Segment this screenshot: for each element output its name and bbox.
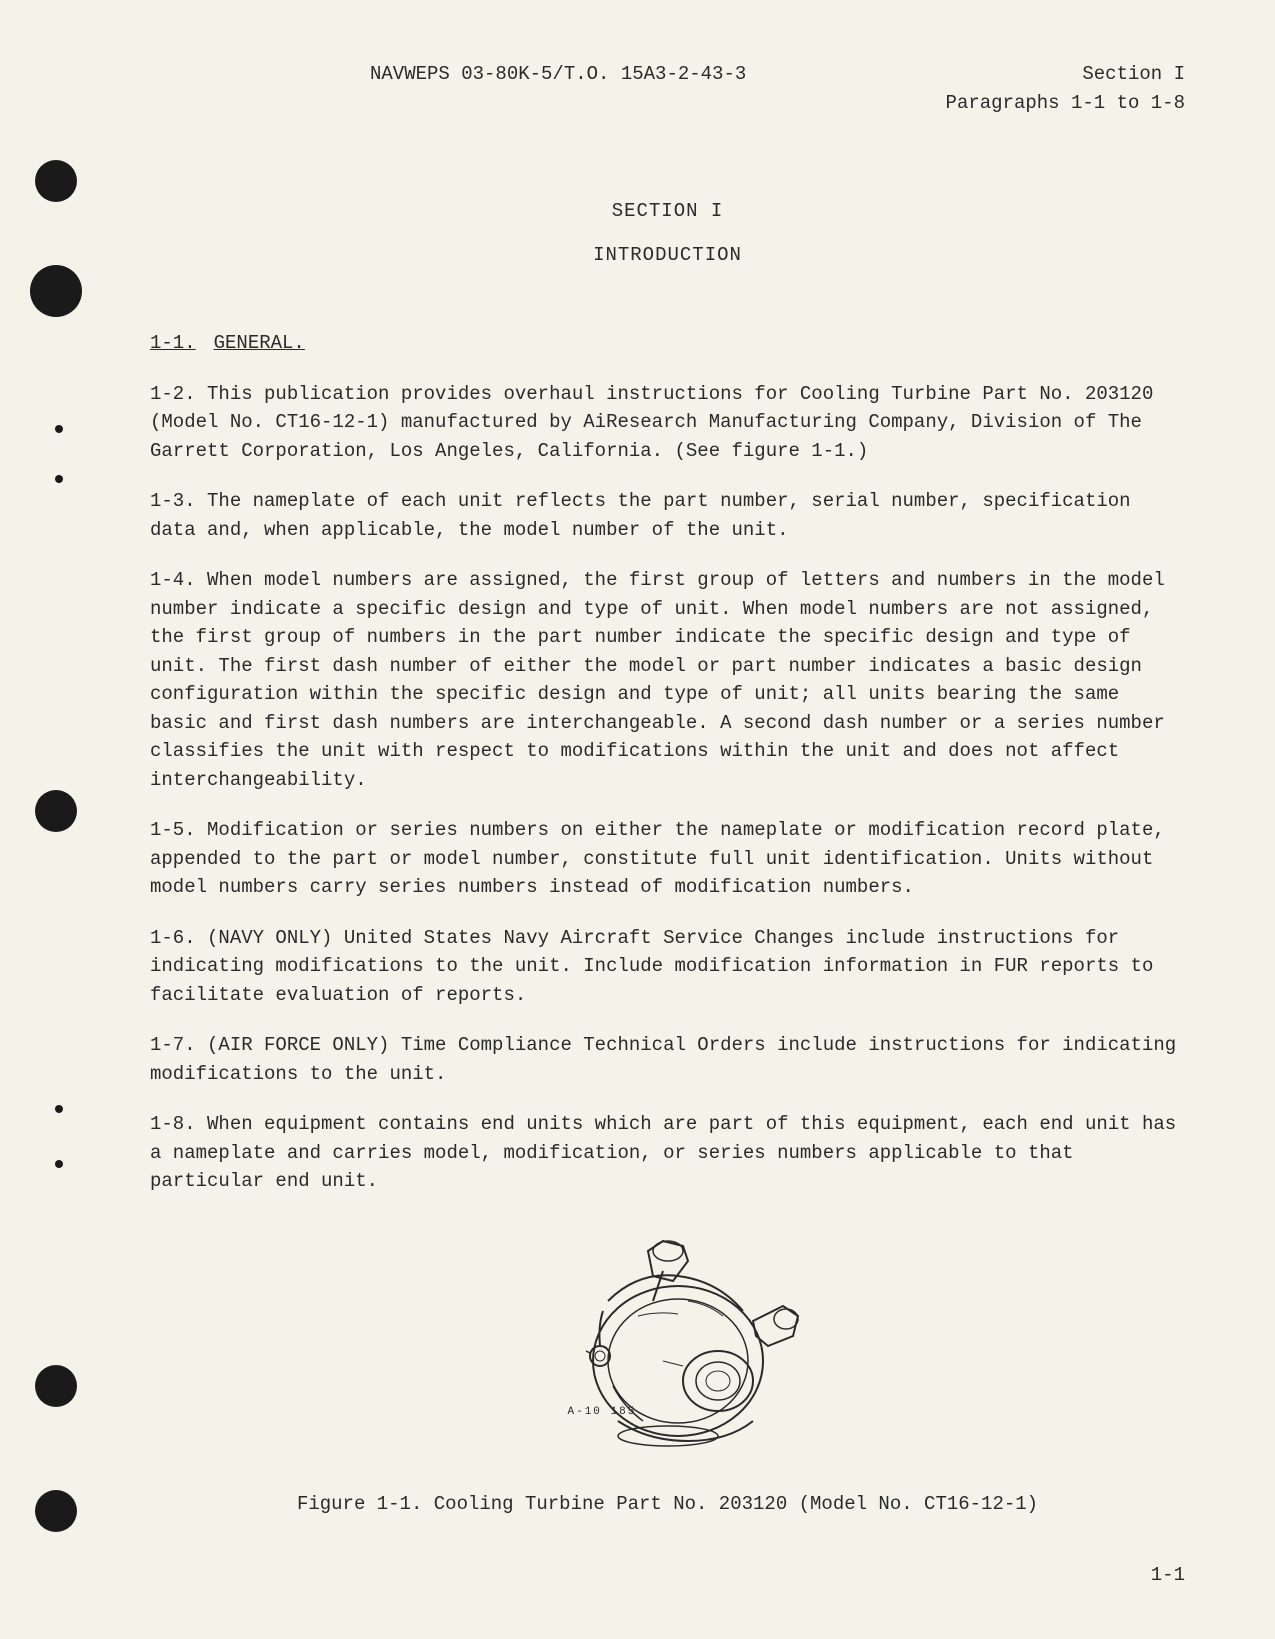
- section-subtitle: INTRODUCTION: [150, 241, 1185, 270]
- figure-container: A-10 185 Figure 1-1. Cooling Turbine Par…: [150, 1226, 1185, 1519]
- paragraph-heading: 1-1. GENERAL.: [150, 329, 1185, 358]
- page-mark: [55, 1160, 63, 1168]
- punch-hole: [35, 1490, 77, 1532]
- paragraph-1-7: 1-7. (AIR FORCE ONLY) Time Compliance Te…: [150, 1031, 1185, 1088]
- figure-caption: Figure 1-1. Cooling Turbine Part No. 203…: [150, 1490, 1185, 1519]
- page-mark: [55, 1105, 63, 1113]
- page-mark: [55, 425, 63, 433]
- paragraphs-range: Paragraphs 1-1 to 1-8: [946, 89, 1185, 118]
- document-number: NAVWEPS 03-80K-5/T.O. 15A3-2-43-3: [150, 60, 746, 117]
- paragraph-1-2: 1-2. This publication provides overhaul …: [150, 380, 1185, 466]
- heading-title: GENERAL.: [214, 332, 305, 354]
- page-mark: [55, 475, 63, 483]
- punch-hole: [35, 160, 77, 202]
- paragraph-1-6: 1-6. (NAVY ONLY) United States Navy Airc…: [150, 924, 1185, 1010]
- turbine-illustration: A-10 185: [508, 1226, 828, 1466]
- paragraph-1-5: 1-5. Modification or series numbers on e…: [150, 816, 1185, 902]
- punch-hole: [30, 265, 82, 317]
- figure-label: A-10 185: [568, 1404, 637, 1421]
- section-label: Section I: [946, 60, 1185, 89]
- heading-number: 1-1.: [150, 332, 196, 354]
- section-title: SECTION I: [150, 197, 1185, 226]
- page-header: NAVWEPS 03-80K-5/T.O. 15A3-2-43-3 Sectio…: [150, 60, 1185, 117]
- paragraph-1-8: 1-8. When equipment contains end units w…: [150, 1110, 1185, 1196]
- page-number: 1-1: [1151, 1561, 1185, 1590]
- paragraph-1-4: 1-4. When model numbers are assigned, th…: [150, 566, 1185, 794]
- punch-hole: [35, 1365, 77, 1407]
- header-right: Section I Paragraphs 1-1 to 1-8: [946, 60, 1185, 117]
- punch-hole: [35, 790, 77, 832]
- paragraph-1-3: 1-3. The nameplate of each unit reflects…: [150, 487, 1185, 544]
